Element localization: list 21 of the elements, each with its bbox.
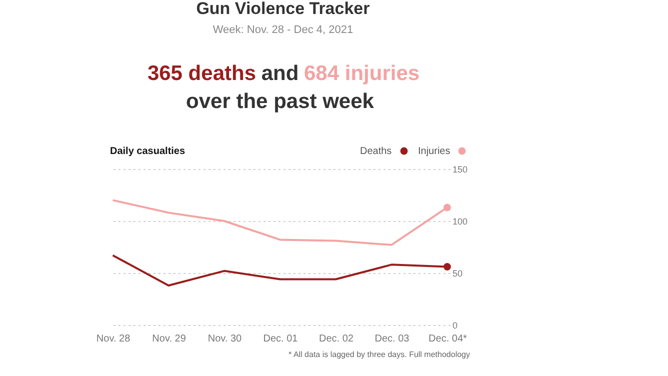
- text: and: [261, 62, 299, 85]
- text: over the past week: [186, 90, 374, 113]
- legend-label: Injuries: [418, 146, 450, 157]
- y-tick-label: 150: [452, 164, 468, 174]
- text: 365 deaths: [147, 62, 256, 85]
- chart-title: Gun Violence Tracker: [196, 0, 370, 18]
- y-tick-label: 0: [452, 320, 458, 330]
- text: 684 injuries: [304, 62, 420, 85]
- chart-subtitle: Week: Nov. 28 - Dec 4, 2021: [212, 24, 354, 36]
- x-tick-label: Nov. 28: [96, 334, 131, 344]
- text: * All data is lagged by three days. Full methodology: [288, 350, 470, 359]
- x-tick-label: Dec. 01: [263, 334, 298, 344]
- x-tick-label: Dec. 02: [319, 334, 354, 344]
- x-tick-label: Nov. 29: [152, 334, 186, 344]
- x-tick-label: Dec. 04*: [428, 334, 467, 344]
- y-tick-label: 50: [452, 268, 463, 278]
- x-tick-label: Dec. 03: [374, 334, 410, 344]
- legend-label: Deaths: [360, 146, 392, 157]
- text: Daily casualties: [110, 146, 186, 157]
- x-tick-label: Nov. 30: [208, 334, 242, 344]
- y-tick-label: 100: [452, 216, 468, 226]
